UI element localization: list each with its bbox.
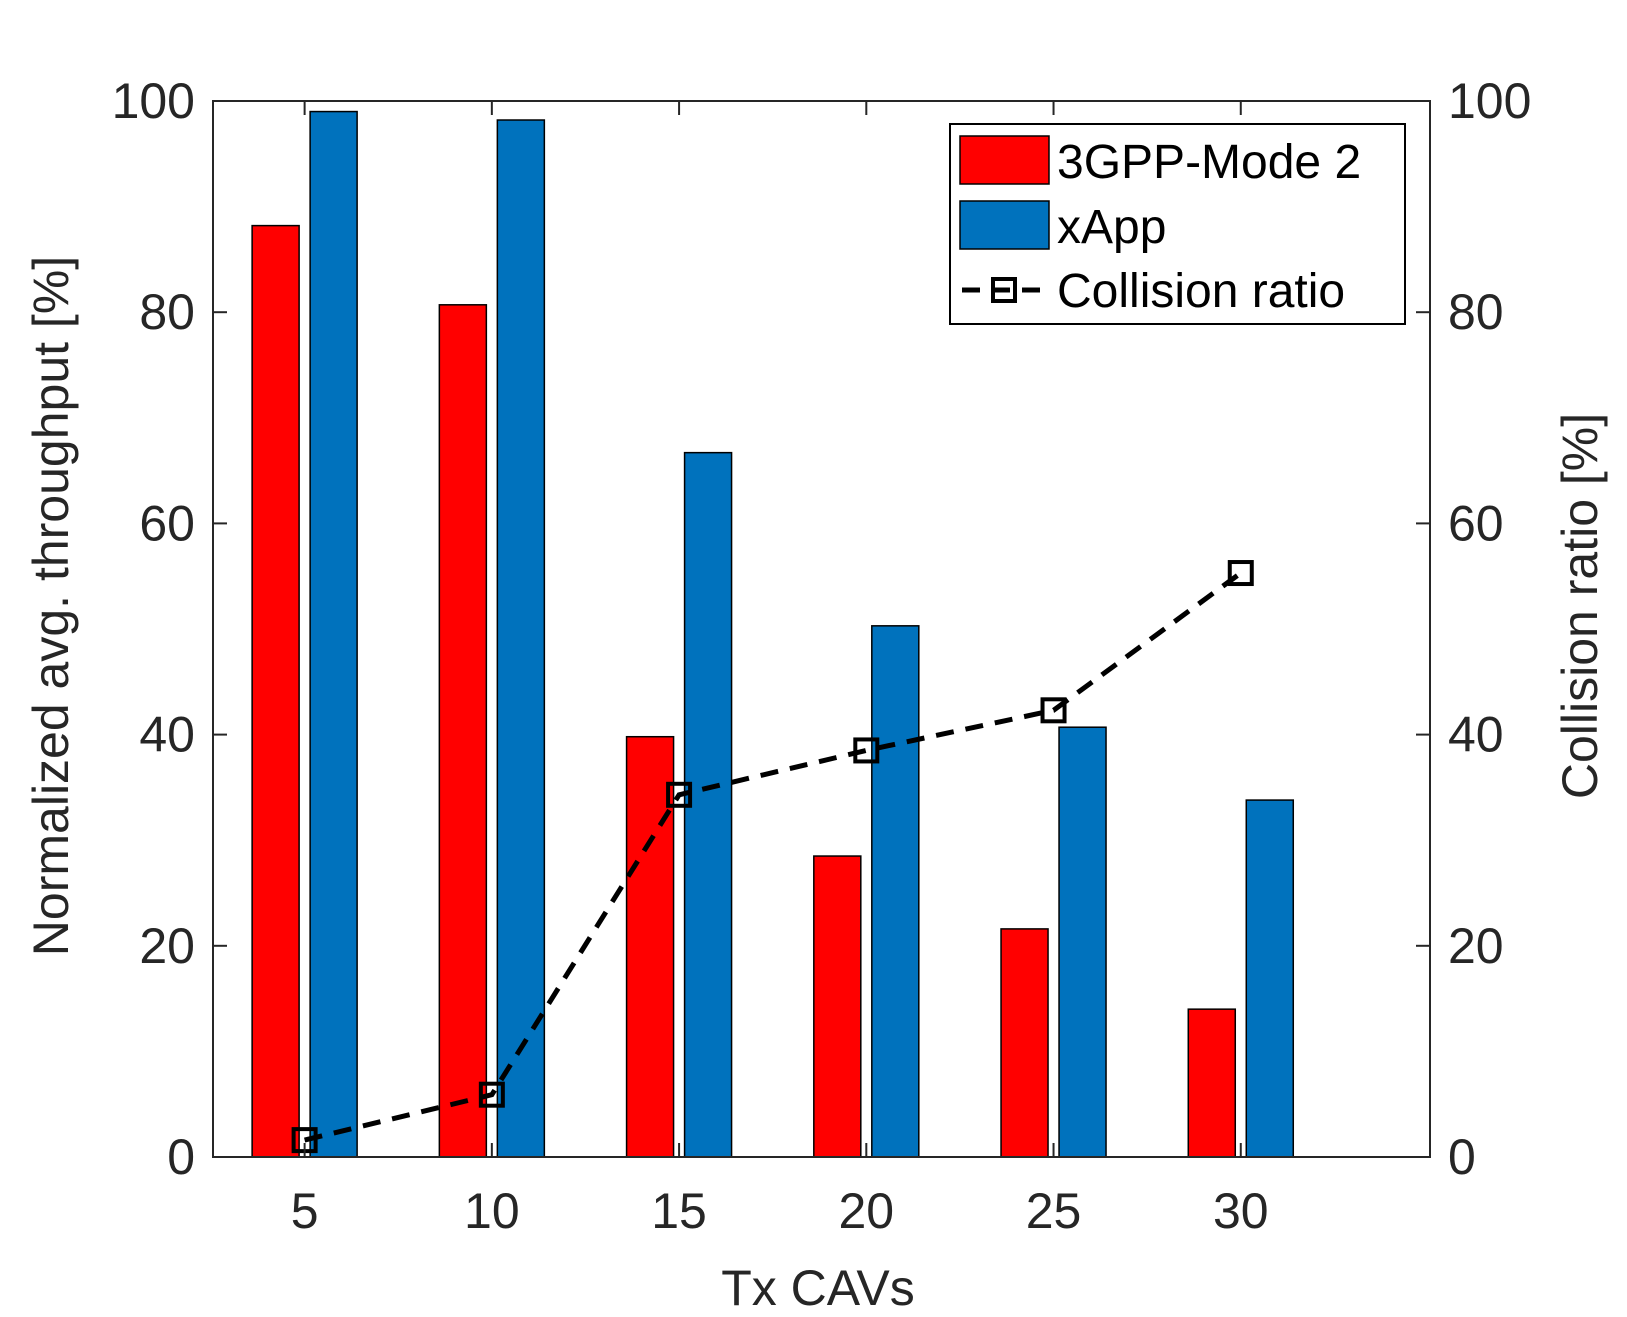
bar-xapp-10	[496, 119, 546, 1158]
collision-ratio-marker-30	[1227, 560, 1254, 587]
collision-ratio-marker-15	[666, 781, 693, 808]
axes-layer	[212, 100, 1431, 1158]
legend-label-xapp: xApp	[1057, 201, 1166, 254]
legend-swatch-3gpp	[959, 135, 1050, 185]
plot-frame	[212, 100, 1431, 1158]
legend-swatch-xapp	[959, 200, 1050, 250]
x-tick-label-20: 20	[838, 1183, 894, 1239]
y-tick-label-left-60: 60	[139, 495, 195, 551]
bar-3gpp-mode-2-25	[1000, 928, 1049, 1158]
collision-ratio-marker-20	[853, 737, 880, 764]
legend-label-collision: Collision ratio	[1057, 265, 1345, 318]
collision-line-layer	[291, 560, 1254, 1154]
y-tick-label-right-40: 40	[1448, 707, 1504, 763]
y-tick-label-right-0: 0	[1448, 1129, 1476, 1185]
bar-xapp-30	[1245, 799, 1295, 1158]
x-tick-label-15: 15	[651, 1183, 707, 1239]
bar-3gpp-mode-2-20	[813, 855, 862, 1158]
legend-label-3gpp: 3GPP-Mode 2	[1057, 136, 1361, 189]
y-tick-label-right-60: 60	[1448, 495, 1504, 551]
legend-marker-collision	[991, 277, 1017, 303]
collision-ratio-marker-10	[478, 1081, 505, 1108]
bars-layer	[251, 110, 1295, 1158]
x-tick-label-5: 5	[291, 1183, 319, 1239]
collision-ratio-marker-25	[1040, 697, 1067, 724]
x-tick-label-10: 10	[464, 1183, 520, 1239]
y-tick-label-right-80: 80	[1448, 284, 1504, 340]
y-tick-label-left-80: 80	[139, 284, 195, 340]
ticks-layer: 0 0 20 20 40 40 60 60 80 80 100 100 5 10 15 20 25 30	[112, 73, 1532, 1239]
x-axis-title: Tx CAVs	[721, 1260, 915, 1316]
y-tick-label-right-20: 20	[1448, 918, 1504, 974]
bar-3gpp-mode-2-15	[625, 735, 675, 1158]
bar-xapp-20	[871, 625, 920, 1158]
y-tick-label-left-0: 0	[167, 1129, 195, 1185]
collision-ratio-line	[304, 571, 1243, 1143]
y-tick-label-left-40: 40	[139, 707, 195, 763]
x-tick-label-30: 30	[1213, 1183, 1269, 1239]
x-tick-label-25: 25	[1026, 1183, 1082, 1239]
bar-xapp-5	[309, 110, 358, 1158]
y-tick-label-right-100: 100	[1448, 73, 1531, 129]
y-axis-title-right: Collision ratio [%]	[1552, 413, 1608, 799]
y-tick-label-left-100: 100	[112, 73, 195, 129]
bar-3gpp-mode-2-5	[251, 224, 300, 1158]
y-tick-label-left-20: 20	[139, 918, 195, 974]
y-axis-title-left: Normalized avg. throughput [%]	[23, 256, 79, 956]
bar-3gpp-mode-2-10	[438, 304, 488, 1158]
legend: 3GPP-Mode 2 xApp Collision ratio	[949, 123, 1406, 325]
bar-xapp-25	[1058, 726, 1107, 1158]
bar-3gpp-mode-2-30	[1187, 1008, 1237, 1158]
